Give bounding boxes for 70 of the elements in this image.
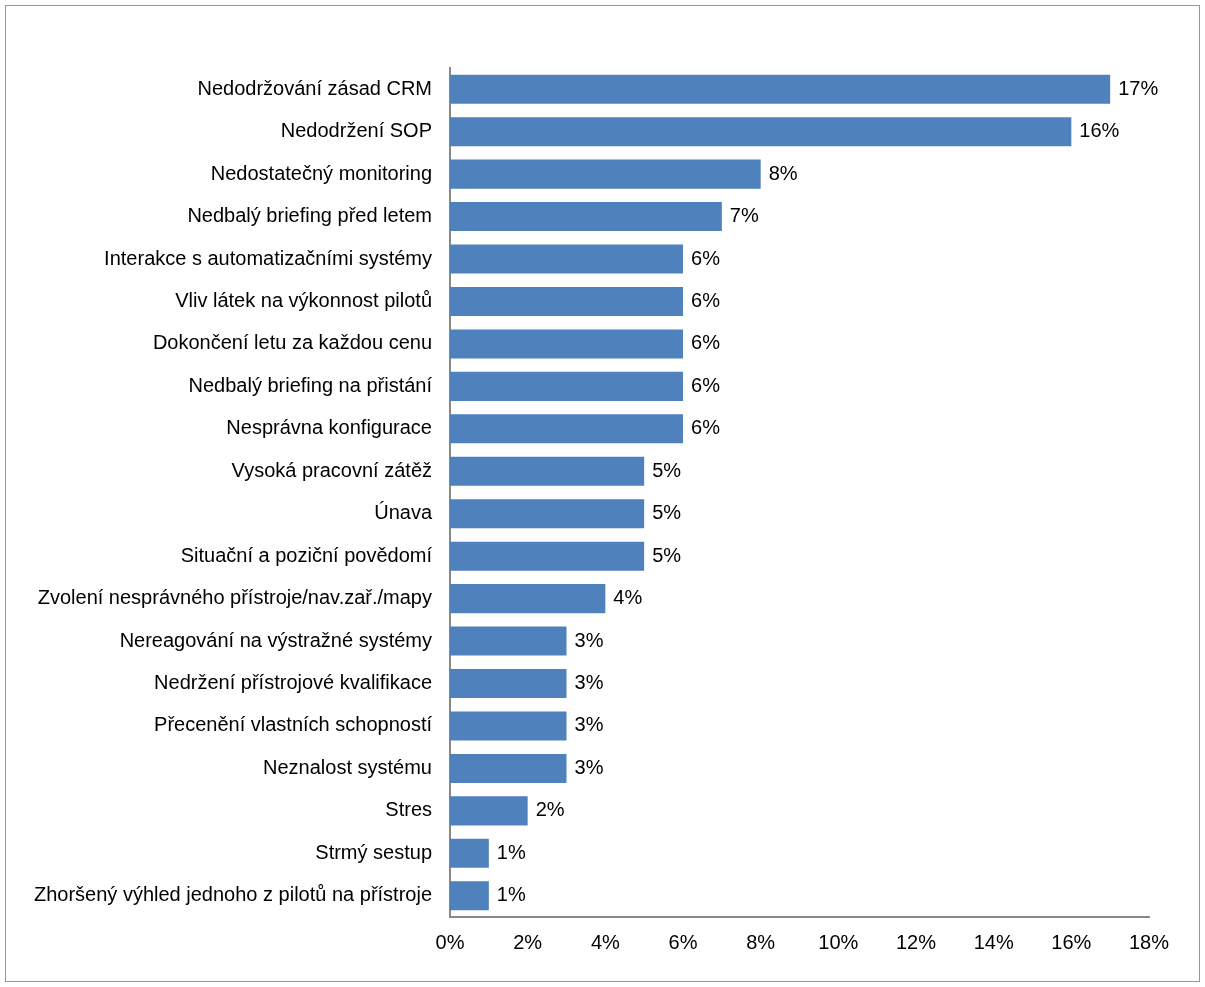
data-label: 6% <box>691 246 721 269</box>
y-tick-label: Nedodržování zásad CRM <box>197 76 433 99</box>
x-tick-label: 8% <box>746 930 776 953</box>
y-tick-label: Strmý sestup <box>315 840 433 863</box>
y-tick-label: Nereagování na výstražné systémy <box>119 628 433 651</box>
y-tick-label: Dokončení letu za každou cenu <box>152 331 433 354</box>
data-label: 1% <box>496 883 526 906</box>
y-tick-label: Nedbalý briefing před letem <box>187 204 433 227</box>
data-label: 3% <box>574 713 604 736</box>
data-label: 2% <box>535 798 565 821</box>
bar <box>450 584 606 614</box>
x-tick-label: 16% <box>1051 930 1092 953</box>
y-tick-label: Přecenění vlastních schopností <box>154 713 433 736</box>
data-label: 17% <box>1118 76 1159 99</box>
y-tick-label: Zhoršený výhled jednoho z pilotů na přístroje <box>33 883 433 906</box>
data-label: 7% <box>729 204 759 227</box>
bar <box>450 711 567 741</box>
y-tick-label: Nedostatečný monitoring <box>210 161 433 184</box>
bar <box>450 414 684 444</box>
x-tick-label: 2% <box>513 930 543 953</box>
y-tick-label: Situační a poziční povědomí <box>180 543 433 566</box>
bar <box>450 626 567 656</box>
y-tick-label: Interakce s automatizačními systémy <box>104 246 433 269</box>
y-tick-label: Neznalost systému <box>263 755 433 778</box>
x-tick-label: 12% <box>895 930 937 953</box>
data-label: 4% <box>613 586 643 609</box>
data-label: 1% <box>496 840 526 863</box>
x-tick-label: 6% <box>668 930 698 953</box>
bar <box>450 541 645 571</box>
bar <box>450 669 567 699</box>
bar <box>450 244 684 274</box>
data-label: 3% <box>574 755 604 778</box>
data-label: 16% <box>1079 119 1120 142</box>
bar <box>450 159 761 189</box>
y-tick-label: Vliv látek na výkonnost pilotů <box>175 288 433 311</box>
data-label: 6% <box>691 416 721 439</box>
data-label: 5% <box>652 501 682 524</box>
bar <box>450 371 684 401</box>
y-tick-label: Vysoká pracovní zátěž <box>231 458 433 481</box>
x-tick-label: 18% <box>1128 930 1170 953</box>
x-tick-label: 10% <box>818 930 859 953</box>
y-tick-label: Stres <box>385 798 433 821</box>
bar <box>450 838 489 868</box>
bar <box>450 796 528 826</box>
y-tick-label: Nedržení přístrojové kvalifikace <box>154 671 433 694</box>
bar <box>450 499 645 529</box>
bar <box>450 881 489 911</box>
data-label: 8% <box>768 161 798 184</box>
bar <box>450 202 722 232</box>
data-label: 6% <box>691 331 721 354</box>
y-tick-label: Únava <box>374 501 433 524</box>
x-tick-label: 14% <box>973 930 1014 953</box>
bar <box>450 456 645 486</box>
x-tick-label: 4% <box>590 930 621 953</box>
y-tick-label: Nedodržení SOP <box>280 119 433 142</box>
data-label: 6% <box>691 288 721 311</box>
data-label: 3% <box>574 671 604 694</box>
data-label: 5% <box>652 543 682 566</box>
y-tick-label: Zvolení nesprávného přístroje/nav.zař./mapy <box>37 586 433 609</box>
data-label: 6% <box>691 373 721 396</box>
bar <box>450 286 684 316</box>
y-tick-label: Nedbalý briefing na přistání <box>188 373 433 396</box>
bar <box>450 329 684 359</box>
x-tick-label: 0% <box>435 930 465 953</box>
bar <box>450 753 567 783</box>
data-label: 3% <box>574 628 604 651</box>
bar <box>450 74 1111 104</box>
y-tick-label: Nesprávna konfigurace <box>226 416 433 439</box>
bar <box>450 117 1072 147</box>
data-label: 5% <box>652 458 682 481</box>
